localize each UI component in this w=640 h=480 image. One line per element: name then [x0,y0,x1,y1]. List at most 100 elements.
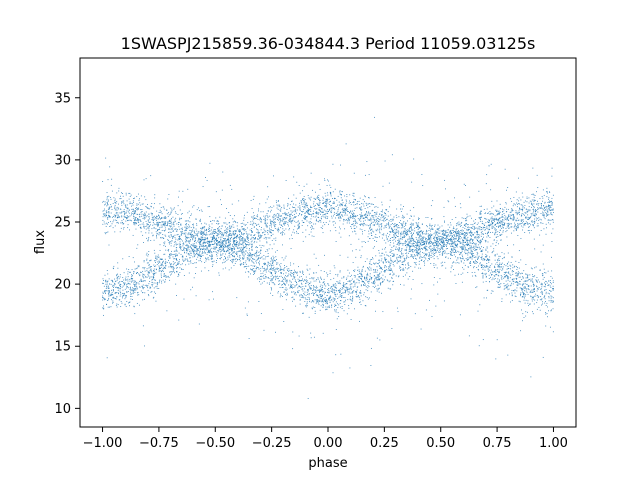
data-point [208,234,210,236]
data-point [411,245,413,247]
data-point [309,299,310,301]
data-point [142,287,144,289]
data-point [305,306,307,308]
data-point [143,280,145,282]
data-point [428,227,430,229]
data-point [165,229,166,231]
data-point [192,234,193,235]
data-point [336,214,338,216]
data-point [265,225,267,227]
data-point [242,248,244,250]
data-point [119,288,121,290]
data-point [234,230,236,232]
data-point [373,221,375,223]
data-point [393,253,395,255]
data-point [445,239,446,241]
data-point [244,246,246,248]
data-point [374,197,376,199]
data-point [452,241,454,243]
data-point [134,291,136,293]
data-point [532,209,534,211]
data-point [236,244,238,246]
data-point [435,252,437,254]
data-point [118,187,120,189]
data-point [110,283,112,285]
data-point [104,204,106,206]
data-point [104,201,106,203]
data-point [396,217,398,219]
data-point [127,207,129,209]
data-point [541,195,543,197]
data-point [282,213,284,215]
data-point [185,234,187,236]
data-point [210,229,212,231]
data-point [273,238,275,240]
data-point [388,220,390,222]
data-point [541,286,543,288]
data-point [420,230,422,232]
data-point [315,280,317,282]
data-point [212,251,214,253]
data-point [513,215,515,217]
data-point [409,209,411,211]
data-point [464,238,466,240]
data-point [378,291,380,293]
data-point [486,262,488,264]
data-point [350,211,352,213]
data-point [138,208,140,210]
data-point [456,259,458,261]
data-point [143,261,145,263]
data-point [127,291,129,292]
data-point [162,265,164,267]
data-point [128,212,130,214]
data-point [487,265,489,267]
data-point [339,205,341,207]
data-point [108,292,110,294]
data-point [504,206,506,208]
data-point [497,282,499,284]
data-point [182,232,184,234]
data-point [148,230,150,232]
data-point [311,225,313,227]
data-point [355,233,357,235]
data-point [501,220,503,222]
data-point [265,222,267,224]
data-point [398,275,400,277]
data-point [243,228,245,230]
data-point [455,233,457,235]
data-point [325,210,327,212]
data-point [434,241,436,243]
data-point [527,219,529,220]
data-point [417,226,418,228]
data-point [114,216,116,218]
data-point [172,216,174,218]
data-point [310,211,312,212]
data-point [549,285,551,287]
data-point [335,309,337,311]
data-point [198,232,200,234]
data-point [266,277,268,279]
data-point [288,212,290,214]
data-point [117,216,119,218]
data-point [248,260,250,262]
data-point [176,250,178,252]
data-point [359,224,361,225]
data-point [507,279,509,281]
data-point [426,239,428,241]
data-point [261,235,263,236]
data-point [314,198,316,200]
data-point [510,216,512,218]
data-point [193,253,195,255]
data-point [248,258,250,260]
data-point [268,207,270,209]
data-point [352,217,354,219]
data-point [344,228,346,230]
data-point [413,257,414,259]
data-point [163,208,165,210]
data-point [487,235,489,237]
data-point [369,206,371,207]
data-point [320,227,322,228]
data-point [331,207,333,209]
data-point [504,276,506,278]
data-point [421,244,423,246]
